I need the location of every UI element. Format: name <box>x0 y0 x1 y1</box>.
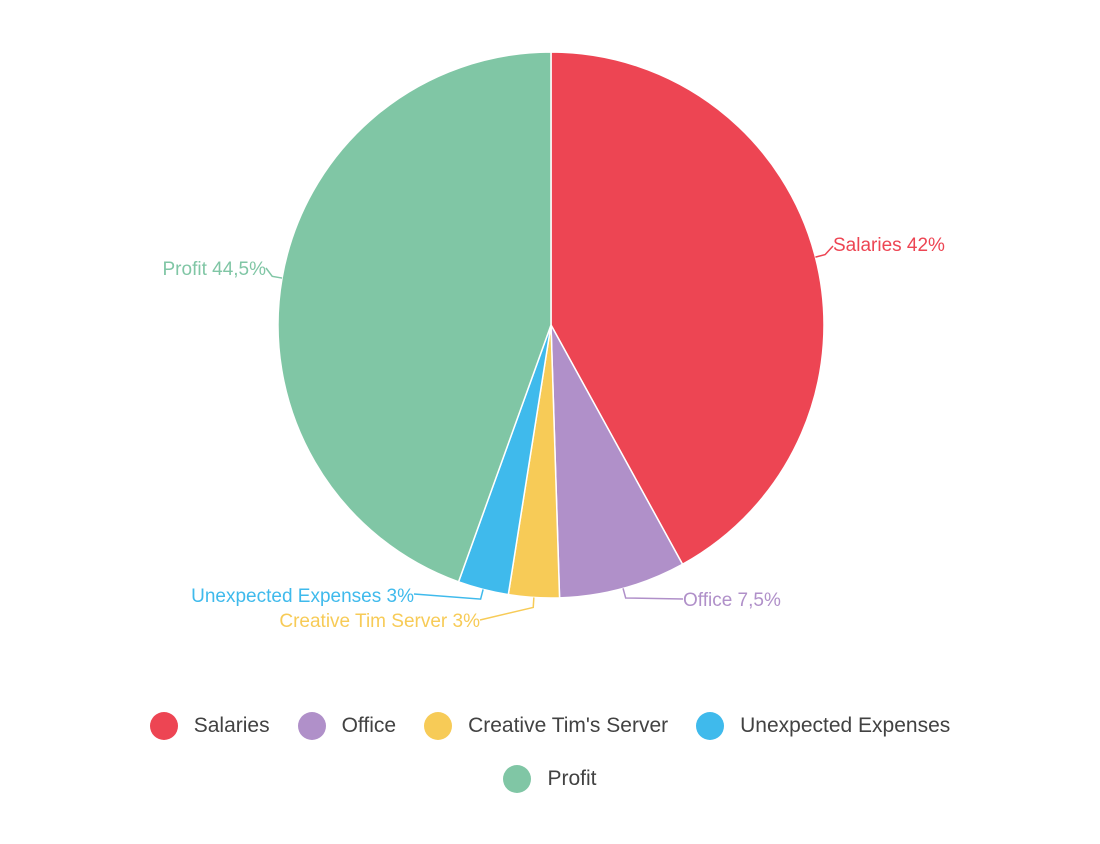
leader-line-unexpected-expenses <box>413 589 484 600</box>
legend-row-2: Profit <box>0 765 1100 793</box>
legend-dot-profit <box>503 765 532 793</box>
pie-chart-canvas: Salaries 42% Office 7,5% Creative Tim Serv… <box>163 51 946 632</box>
leader-line-office <box>622 588 684 600</box>
slice-labels: Salaries 42% Office 7,5% Creative Tim Serv… <box>163 235 946 632</box>
pie-slices <box>277 51 825 599</box>
slice-leader-lines <box>265 245 834 621</box>
slice-label-salaries: Salaries 42% <box>833 235 945 256</box>
slice-label-server: Creative Tim Server 3% <box>279 611 480 632</box>
legend-item-profit[interactable]: Profit <box>503 765 597 793</box>
legend-row-1: Salaries Office Creative Tim's Server Un… <box>0 712 1100 740</box>
legend-item-unexpected-expenses[interactable]: Unexpected Expenses <box>696 712 950 740</box>
leader-line-profit <box>265 267 283 279</box>
legend-dot-server <box>424 712 453 740</box>
slice-label-unexpected-expenses: Unexpected Expenses 3% <box>191 586 414 607</box>
legend-label-profit: Profit <box>547 767 597 790</box>
legend-label-server: Creative Tim's Server <box>468 714 669 737</box>
legend-dot-unexpected-expenses <box>696 712 725 740</box>
leader-line-server <box>479 597 535 621</box>
legend-item-server[interactable]: Creative Tim's Server <box>424 712 668 740</box>
legend-item-salaries[interactable]: Salaries <box>149 712 270 740</box>
leader-line-salaries <box>815 245 834 258</box>
legend-item-office[interactable]: Office <box>297 712 397 740</box>
pie-slice-profit[interactable] <box>277 51 552 583</box>
legend-dot-salaries <box>149 712 178 740</box>
pie-slice-salaries[interactable] <box>550 51 825 566</box>
legend-label-salaries: Salaries <box>193 714 270 737</box>
slice-label-profit: Profit 44,5% <box>163 259 267 280</box>
legend-label-office: Office <box>341 714 397 737</box>
slice-label-office: Office 7,5% <box>683 590 781 611</box>
legend-dot-office <box>297 712 326 740</box>
legend-label-unexpected-expenses: Unexpected Expenses <box>740 714 951 737</box>
